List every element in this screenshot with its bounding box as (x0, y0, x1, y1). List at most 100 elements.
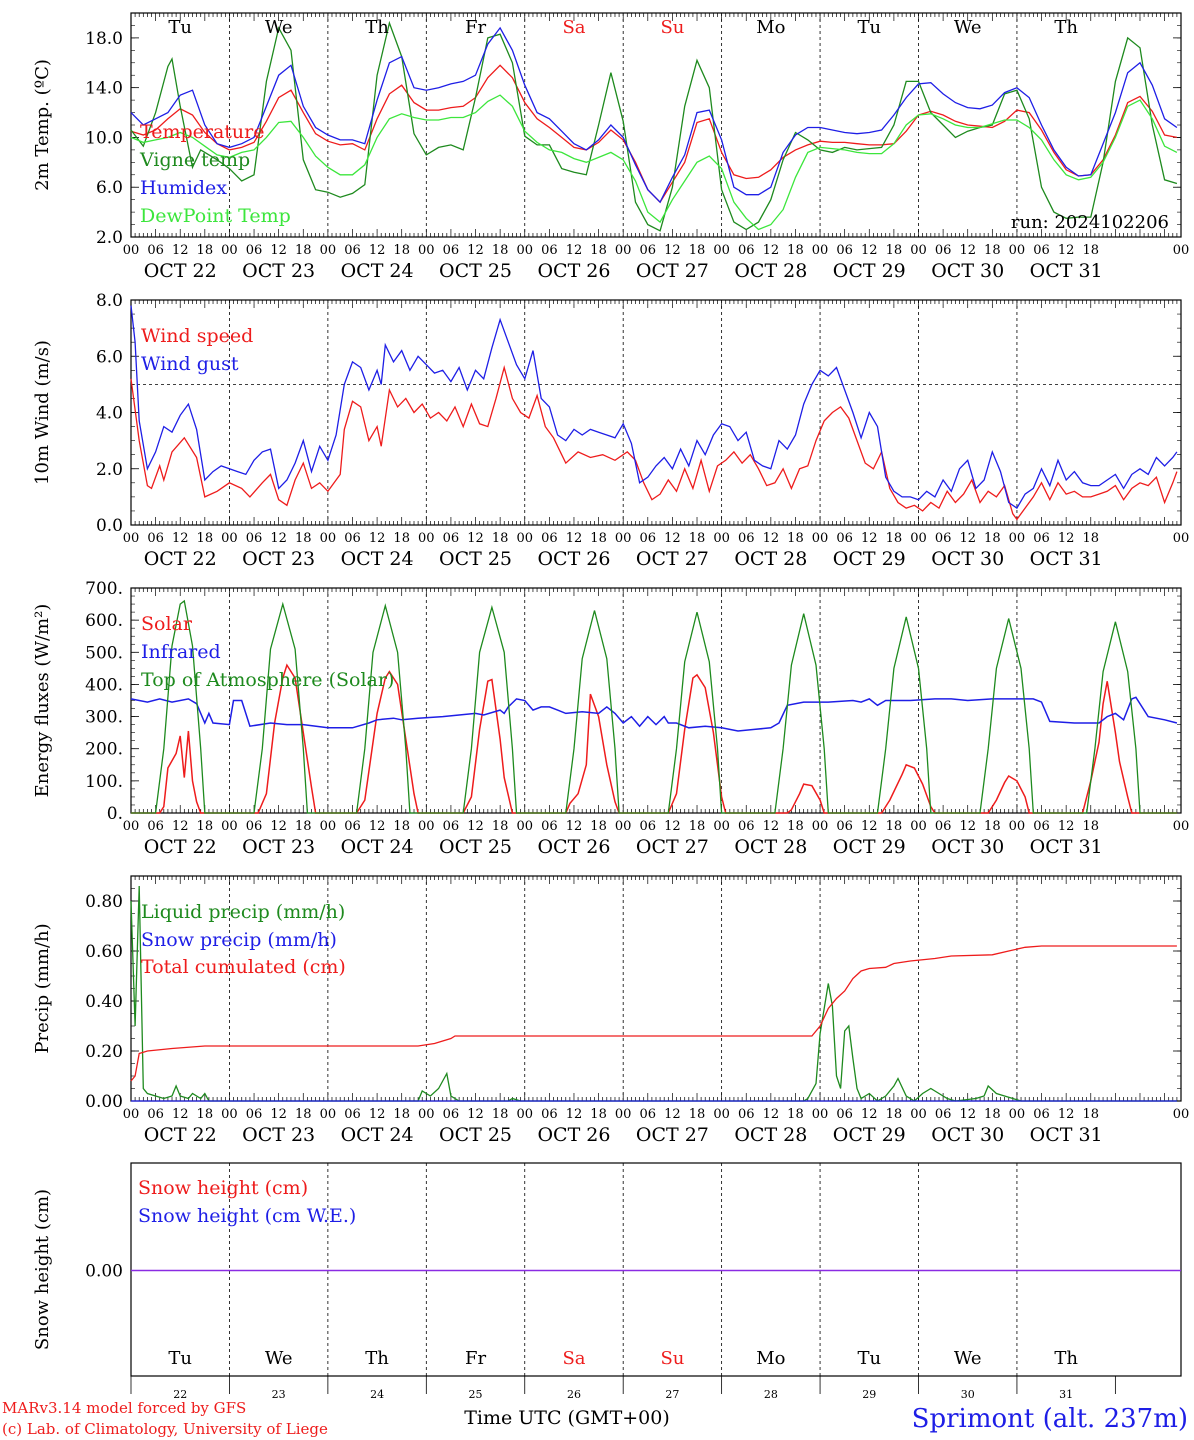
hour-tick-label: 06 (443, 243, 460, 258)
hour-tick-label: 12 (861, 243, 878, 258)
hour-tick-label: 18 (984, 243, 1001, 258)
hour-tick-label: 18 (492, 1107, 509, 1122)
hour-tick-label: 00 (516, 819, 533, 834)
hour-tick-label: 00 (713, 243, 730, 258)
hour-tick-label: 06 (344, 531, 361, 546)
hour-tick-label: 12 (959, 819, 976, 834)
hour-tick-label: 06 (738, 531, 755, 546)
weekday-label: We (954, 17, 982, 38)
series-line (130, 20, 1178, 232)
hour-tick-label: 12 (1058, 819, 1075, 834)
hour-tick-label: 12 (566, 1107, 583, 1122)
date-label: OCT 25 (439, 1124, 512, 1146)
hour-tick-label: 12 (467, 1107, 484, 1122)
day-number-label: 25 (469, 1388, 483, 1401)
date-label: OCT 29 (833, 548, 906, 570)
date-label: OCT 27 (636, 260, 709, 282)
hour-tick-label: 18 (787, 1107, 804, 1122)
y-tick-label: 18.0 (85, 29, 123, 49)
weekday-label: Sa (562, 1348, 585, 1369)
series-line (130, 94, 1178, 231)
hour-tick-label: 12 (861, 819, 878, 834)
hour-tick-label: 06 (1033, 243, 1050, 258)
hour-tick-label: 12 (369, 819, 386, 834)
hour-tick-label: 18 (590, 1107, 607, 1122)
hour-tick-label: 18 (393, 1107, 410, 1122)
hour-tick-label: 18 (197, 243, 214, 258)
hour-tick-label: 06 (147, 531, 164, 546)
hour-tick-label: 06 (836, 819, 853, 834)
y-axis-label: 10m Wind (m/s) (32, 340, 53, 485)
hour-tick-label: 18 (984, 531, 1001, 546)
y-tick-label: 500. (85, 643, 123, 663)
y-axis-label: Precip (mm/h) (32, 923, 53, 1053)
hour-tick-label: 00 (1009, 1107, 1026, 1122)
hour-tick-label: 18 (295, 243, 312, 258)
hour-tick-label: 00 (418, 1107, 435, 1122)
date-label: OCT 27 (636, 836, 709, 858)
hour-tick-label: 12 (664, 819, 681, 834)
hour-tick-label: 06 (344, 819, 361, 834)
date-label: OCT 30 (931, 548, 1004, 570)
day-number-label: 28 (764, 1388, 778, 1401)
series-line (130, 885, 1177, 1102)
hour-tick-label: 06 (935, 531, 952, 546)
hour-tick-label: 00 (812, 1107, 829, 1122)
x-axis-title: Time UTC (GMT+00) (464, 1407, 670, 1429)
hour-tick-label: 00 (516, 1107, 533, 1122)
y-tick-label: 4.0 (96, 404, 123, 424)
hour-tick-label: 06 (836, 243, 853, 258)
hour-tick-label: 12 (172, 1107, 189, 1122)
hour-tick-label: 12 (1058, 243, 1075, 258)
hour-tick-label: 06 (443, 531, 460, 546)
credit-line-1: MARv3.14 model forced by GFS (2, 1399, 246, 1417)
y-tick-label: 700. (85, 579, 123, 599)
hour-tick-label: 06 (541, 531, 558, 546)
y-tick-label: 0.00 (85, 1262, 123, 1282)
weekday-label: We (265, 17, 293, 38)
hour-tick-label: 06 (640, 243, 657, 258)
date-label: OCT 31 (1030, 836, 1103, 858)
legend-entry: Temperature (140, 121, 264, 143)
y-tick-label: 2.0 (96, 460, 123, 480)
date-label: OCT 31 (1030, 548, 1103, 570)
hour-tick-label: 18 (197, 1107, 214, 1122)
hour-tick-label: 00 (1173, 819, 1190, 834)
weekday-label: Tu (168, 17, 192, 38)
legend-entry: Snow precip (mm/h) (141, 929, 337, 951)
weekday-label: We (954, 1348, 982, 1369)
y-tick-label: 0. (107, 804, 123, 824)
hour-tick-label: 12 (664, 243, 681, 258)
hour-tick-label: 12 (763, 243, 780, 258)
hour-tick-label: 18 (590, 819, 607, 834)
hour-tick-label: 00 (123, 243, 140, 258)
hour-tick-label: 06 (147, 243, 164, 258)
hour-tick-label: 00 (615, 819, 632, 834)
day-number-label: 31 (1059, 1388, 1073, 1401)
hour-tick-label: 12 (959, 531, 976, 546)
hour-tick-label: 12 (566, 819, 583, 834)
weekday-label: Th (365, 17, 389, 38)
hour-tick-label: 00 (221, 819, 238, 834)
hour-tick-label: 00 (1009, 819, 1026, 834)
credit-line-2: (c) Lab. of Climatology, University of L… (2, 1420, 328, 1438)
date-label: OCT 23 (242, 1124, 315, 1146)
hour-tick-label: 06 (1033, 531, 1050, 546)
date-label: OCT 30 (931, 1124, 1004, 1146)
date-label: OCT 25 (439, 260, 512, 282)
y-tick-label: 0.00 (85, 1092, 123, 1112)
hour-tick-label: 18 (787, 243, 804, 258)
hour-tick-label: 12 (664, 1107, 681, 1122)
hour-tick-label: 18 (1082, 243, 1099, 258)
hour-tick-label: 06 (344, 1107, 361, 1122)
hour-tick-label: 18 (1082, 531, 1099, 546)
date-label: OCT 24 (341, 548, 414, 570)
hour-tick-label: 12 (1058, 1107, 1075, 1122)
hour-tick-label: 06 (836, 1107, 853, 1122)
legend-entry: Wind gust (141, 353, 239, 375)
hour-tick-label: 06 (1033, 1107, 1050, 1122)
hour-tick-label: 00 (910, 243, 927, 258)
hour-tick-label: 00 (910, 819, 927, 834)
hour-tick-label: 12 (566, 531, 583, 546)
y-tick-label: 14.0 (85, 79, 123, 99)
